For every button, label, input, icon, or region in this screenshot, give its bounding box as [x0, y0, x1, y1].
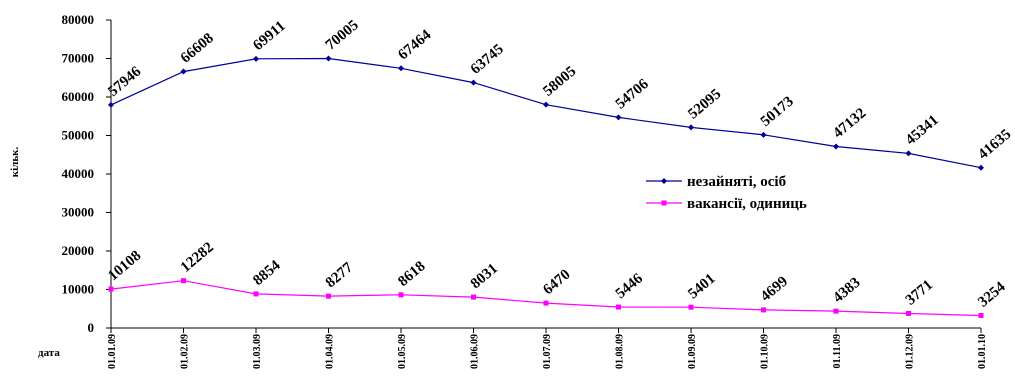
y-tick-label: 40000	[62, 166, 95, 181]
y-tick-label: 60000	[62, 89, 95, 104]
data-label: 52095	[685, 86, 724, 122]
series-0-point	[760, 131, 767, 138]
legend-entry: вакансії, одиниць	[687, 196, 807, 212]
data-label: 70005	[323, 17, 362, 53]
data-label: 8031	[468, 261, 501, 293]
series-1-point	[978, 312, 984, 318]
x-tick-label: 01.02.09	[180, 334, 191, 369]
data-label: 8854	[250, 257, 284, 289]
series-lines	[108, 55, 984, 318]
x-tick-label: 01.07.09	[542, 334, 553, 369]
data-label: 6470	[540, 267, 573, 299]
legend-entry: незайняті, осіб	[687, 174, 786, 190]
data-label: 45341	[903, 112, 942, 148]
series-0-point	[470, 79, 477, 86]
series-1-point	[761, 307, 766, 313]
data-label: 3771	[903, 277, 936, 309]
x-tick-label: 01.01.09	[107, 334, 118, 369]
data-label: 4699	[758, 273, 791, 305]
x-axis-label: дата	[38, 347, 60, 359]
data-label: 63745	[468, 41, 507, 77]
series-0-point	[978, 164, 984, 171]
series-1-point	[688, 304, 694, 310]
series-0-point	[833, 143, 839, 150]
data-label: 67464	[395, 27, 434, 64]
y-tick-label: 10000	[62, 282, 95, 297]
x-tick-label: 01.09.09	[687, 334, 698, 369]
y-tick-label: 80000	[62, 12, 95, 27]
data-label: 58005	[540, 63, 579, 99]
y-tick-label: 0	[88, 320, 95, 335]
data-label: 41635	[975, 126, 1014, 162]
data-label: 5446	[613, 270, 647, 302]
y-tick-label: 30000	[62, 205, 95, 220]
y-axis-label: кільк.	[9, 147, 21, 178]
series-0-point	[615, 114, 622, 121]
x-tick-label: 01.10.09	[760, 334, 771, 369]
x-tick-label: 01.06.09	[470, 334, 481, 369]
series-1-point	[181, 278, 186, 284]
data-label: 69911	[250, 18, 288, 54]
series-0-point	[543, 101, 549, 108]
legend-marker	[661, 178, 667, 184]
x-tick-label: 01.08.09	[615, 334, 626, 369]
x-tick-label: 01.11.09	[832, 334, 843, 368]
x-tick-label: 01.01.10	[977, 334, 988, 369]
axes	[106, 19, 982, 333]
y-tick-label: 70000	[62, 51, 95, 66]
series-1-point	[833, 308, 839, 314]
series-0-point	[108, 101, 114, 108]
data-label: 3254	[975, 279, 1009, 311]
x-tick-labels: 01.01.09 01.02.09 01.03.09 01.04.09 01.05.09…	[107, 334, 988, 369]
series-0-point	[398, 65, 404, 72]
data-label: 8277	[323, 259, 357, 291]
x-tick-label: 01.12.09	[905, 334, 916, 369]
data-label: 54706	[613, 76, 652, 113]
x-tick-label: 01.03.09	[252, 334, 263, 369]
y-tick-labels: 0 10000 20000 30000 40000 50000 60000 70000 8000…	[62, 12, 95, 335]
series-0-point	[688, 124, 694, 131]
series-0-point	[325, 55, 332, 62]
data-label: 4383	[830, 275, 863, 307]
series-1-point	[398, 292, 404, 298]
data-label: 12282	[178, 239, 217, 275]
data-label: 47132	[830, 105, 869, 141]
series-0-point	[180, 68, 187, 75]
series-0-point	[905, 150, 912, 157]
data-label: 66608	[178, 30, 217, 66]
legend: незайняті, осіб вакансії, одиниць	[646, 174, 807, 212]
series-1-point	[616, 304, 621, 310]
series-1-point	[326, 293, 331, 299]
series-1-point	[543, 300, 549, 306]
y-tick-label: 50000	[62, 128, 95, 143]
series-1-point	[471, 294, 476, 300]
x-tick-label: 01.04.09	[325, 334, 336, 369]
data-label: 5401	[685, 271, 718, 303]
series-1-point	[108, 286, 114, 292]
series-1-point	[906, 310, 911, 316]
legend-marker	[661, 200, 667, 206]
series-1-point	[253, 291, 259, 297]
x-tick-label: 01.05.09	[397, 334, 408, 369]
y-tick-label: 20000	[62, 243, 95, 258]
data-label: 8618	[395, 258, 428, 290]
data-label: 50173	[758, 94, 797, 130]
series-0-point	[253, 55, 259, 62]
